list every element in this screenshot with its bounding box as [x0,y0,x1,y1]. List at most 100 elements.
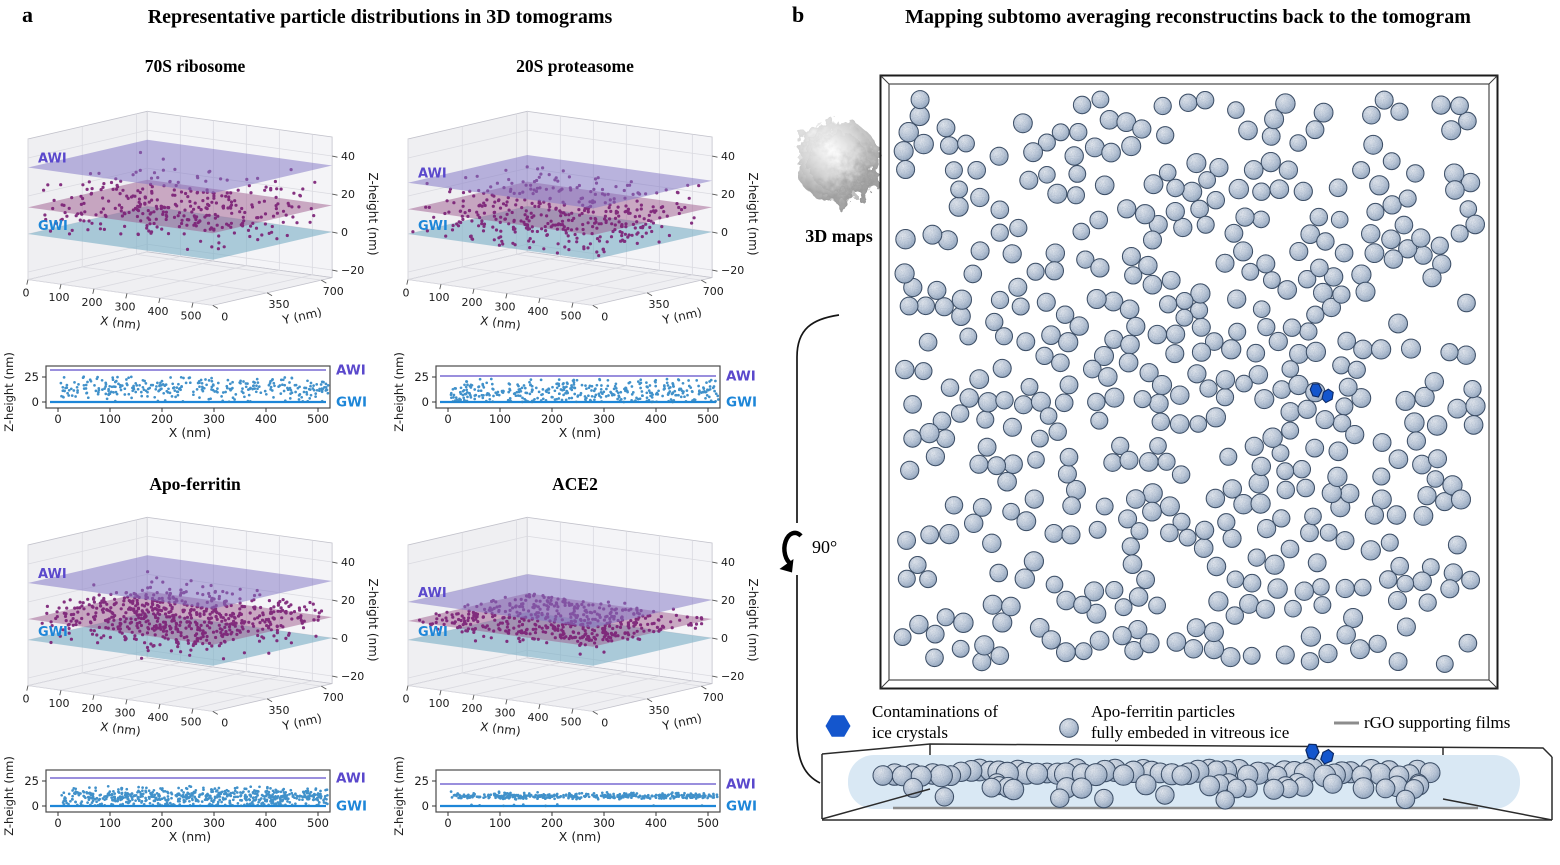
svg-text:0: 0 [341,632,348,645]
svg-text:0: 0 [444,412,451,426]
panel-a-label: a [22,2,33,27]
svg-text:200: 200 [541,412,563,426]
svg-text:AWI: AWI [336,363,366,379]
svg-text:40: 40 [721,556,735,569]
svg-text:AWI: AWI [336,771,366,787]
svg-text:200: 200 [82,296,103,309]
svg-text:100: 100 [429,291,450,304]
panel-b-label: b [792,2,805,27]
svg-text:500: 500 [181,716,202,729]
svg-text:0: 0 [601,310,608,323]
svg-text:400: 400 [645,816,667,830]
svg-text:GWI: GWI [418,219,448,234]
svg-text:0: 0 [721,226,728,239]
svg-text:0: 0 [341,226,348,239]
panel-b-title: Mapping subtomo averaging reconstructins… [905,6,1471,28]
tomogram-top-view [879,74,1499,690]
svg-text:500: 500 [561,310,582,323]
density-map-icon [796,120,880,204]
svg-text:0: 0 [422,395,429,409]
svg-text:300: 300 [115,300,136,313]
svg-text:350: 350 [649,298,670,311]
svg-text:0: 0 [221,310,228,323]
svg-text:GWI: GWI [418,625,448,640]
svg-text:AWI: AWI [726,777,756,793]
svg-text:100: 100 [489,412,511,426]
svg-text:300: 300 [593,412,615,426]
svg-text:0: 0 [32,799,39,813]
svg-text:500: 500 [561,716,582,729]
svg-text:200: 200 [462,702,483,715]
svg-text:500: 500 [697,412,719,426]
svg-text:X (nm): X (nm) [479,314,521,333]
svg-text:400: 400 [255,412,277,426]
profile-apo-ferritin: 0 100 200 300 400 500 0 25 Z-height (nm) X (nm) AW… [2,756,367,844]
svg-text:40: 40 [341,556,355,569]
svg-text:500: 500 [307,816,329,830]
svg-text:350: 350 [269,704,290,717]
svg-text:Z-height (nm): Z-height (nm) [366,172,380,255]
svg-text:100: 100 [429,697,450,710]
svg-text:400: 400 [148,711,169,724]
svg-text:0: 0 [221,716,228,729]
svg-text:0: 0 [403,287,410,300]
svg-text:AWI: AWI [418,586,447,601]
svg-text:400: 400 [148,305,169,318]
svg-text:−20: −20 [341,670,364,683]
scatter3d-20s-proteasome: −20 0 20 40 Z-height (nm) 0 100 200 300 400 500 X (… [403,110,760,333]
panel-a-title: Representative particle distributions in… [147,6,613,28]
svg-text:100: 100 [49,697,70,710]
svg-text:40: 40 [341,150,355,163]
svg-text:GWI: GWI [336,799,367,815]
svg-text:400: 400 [528,711,549,724]
svg-text:0: 0 [32,395,39,409]
svg-text:200: 200 [151,412,173,426]
svg-text:500: 500 [697,816,719,830]
svg-text:0: 0 [721,632,728,645]
svg-text:Z-height (nm): Z-height (nm) [746,172,760,255]
svg-text:X (nm): X (nm) [169,829,211,844]
svg-text:200: 200 [541,816,563,830]
plot-title-ace2: ACE2 [552,474,598,494]
legend-line: ice crystals [872,723,948,742]
svg-text:X (nm): X (nm) [99,314,141,333]
svg-text:20: 20 [341,188,355,201]
scatter3d-70s-ribosome: −20 0 20 40 Z-height (nm) 0 100 200 300 400 500 X (… [23,110,380,333]
rgo-film-icon [1334,721,1359,725]
legend-item-rgo: rGO supporting films [1364,712,1510,733]
svg-text:25: 25 [24,370,39,384]
svg-text:400: 400 [255,816,277,830]
svg-text:20: 20 [341,594,355,607]
svg-text:500: 500 [307,412,329,426]
svg-text:GWI: GWI [336,395,367,411]
svg-text:200: 200 [151,816,173,830]
svg-text:700: 700 [323,691,344,704]
profile-ace2: 0 100 200 300 400 500 0 25 Z-height (nm) X (nm) AW… [392,756,757,844]
svg-text:0: 0 [601,716,608,729]
svg-text:−20: −20 [721,264,744,277]
svg-text:0: 0 [54,816,61,830]
svg-text:200: 200 [462,296,483,309]
svg-text:AWI: AWI [38,567,67,582]
svg-text:25: 25 [414,774,429,788]
apo-ferritin-particle-icon [1059,718,1079,738]
svg-text:Z-height (nm): Z-height (nm) [392,352,406,432]
scatter3d-ace2: −20 0 20 40 Z-height (nm) 0 100 200 300 400 500 X (… [403,516,760,738]
svg-text:AWI: AWI [726,369,756,385]
svg-text:GWI: GWI [726,799,757,815]
legend-line: rGO supporting films [1364,713,1511,732]
svg-text:25: 25 [24,774,39,788]
svg-text:300: 300 [593,816,615,830]
svg-text:300: 300 [115,706,136,719]
legend-item-apo-ferritin: Apo-ferritin particles fully embeded in … [1091,701,1289,743]
svg-text:X (nm): X (nm) [169,425,211,440]
svg-text:500: 500 [181,310,202,323]
svg-text:300: 300 [495,706,516,719]
svg-text:400: 400 [645,412,667,426]
legend-line: Contaminations of [872,702,999,721]
svg-text:300: 300 [203,412,225,426]
svg-text:700: 700 [703,691,724,704]
svg-text:Z-height (nm): Z-height (nm) [2,352,16,432]
svg-text:0: 0 [422,799,429,813]
